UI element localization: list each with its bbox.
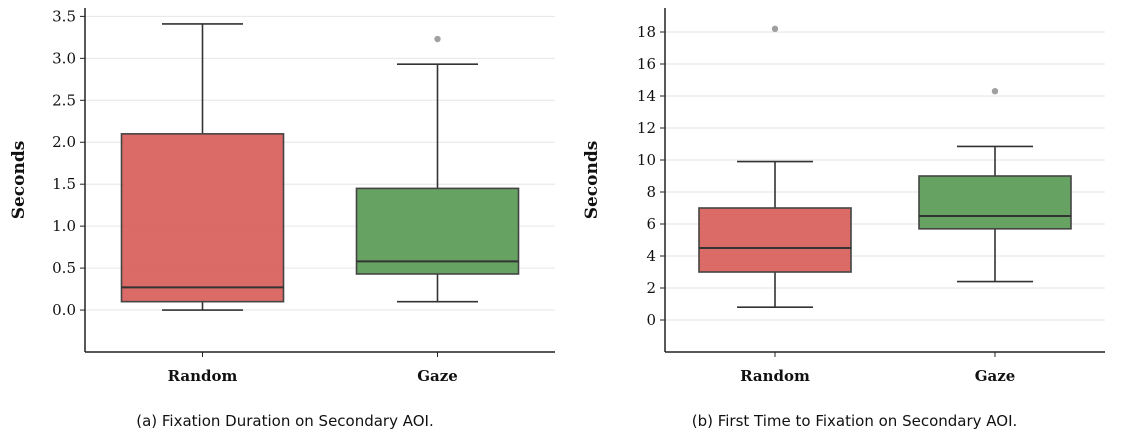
caption-b: (b) First Time to Fixation on Secondary … (691, 412, 1018, 430)
x-tick-label: Gaze (417, 367, 458, 385)
caption-a: (a) Fixation Duration on Secondary AOI. (136, 412, 434, 430)
x-tick-label: Random (168, 367, 238, 385)
chart-fixation-duration: 0.0 0.5 1.0 1.5 2.0 2.5 3.0 3.5 Seconds Random Gaz… (9, 7, 555, 385)
y-tick-label: 10 (637, 151, 656, 169)
y-axis-label: Seconds (582, 141, 602, 220)
y-tick-label: 6 (646, 215, 656, 233)
x-tick-label: Gaze (975, 367, 1016, 385)
y-tick-label: 12 (637, 119, 656, 137)
panel-first-time-fixation: 0 2 4 6 8 10 12 14 16 18 Seconds Random Gaze (b) Fir… (570, 0, 1139, 438)
y-tick-label: 4 (646, 247, 656, 265)
box-random (698, 207, 852, 273)
outlier-point (991, 88, 999, 95)
y-tick-label: 0.0 (52, 301, 76, 319)
y-tick-label: 14 (637, 87, 656, 105)
y-tick-label: 3.5 (52, 7, 76, 25)
y-tick-label: 1.5 (52, 175, 76, 193)
y-tick-label: 2 (646, 279, 656, 297)
outlier-point (771, 25, 779, 32)
y-tick-label: 16 (637, 55, 656, 73)
y-tick-label: 1.0 (52, 217, 76, 235)
outlier-point (434, 35, 441, 43)
y-tick-label: 2.5 (52, 91, 76, 109)
box-gaze (355, 187, 520, 275)
y-tick-label: 3.0 (52, 49, 76, 67)
panel-fixation-duration: 0.0 0.5 1.0 1.5 2.0 2.5 3.0 3.5 Seconds Random Gaz… (9, 7, 555, 430)
box-gaze (918, 175, 1072, 230)
chart-first-time-fixation: 0 2 4 6 8 10 12 14 16 18 Seconds Random Gaze (582, 8, 1105, 385)
x-tick-label: Random (740, 367, 810, 385)
y-axis-label: Seconds (9, 141, 29, 220)
y-tick-label: 0.5 (52, 259, 76, 277)
y-tick-label: 2.0 (52, 133, 76, 151)
y-tick-label: 18 (637, 23, 656, 41)
box-random (120, 133, 285, 303)
y-tick-label: 0 (646, 311, 656, 329)
y-tick-label: 8 (646, 183, 656, 201)
